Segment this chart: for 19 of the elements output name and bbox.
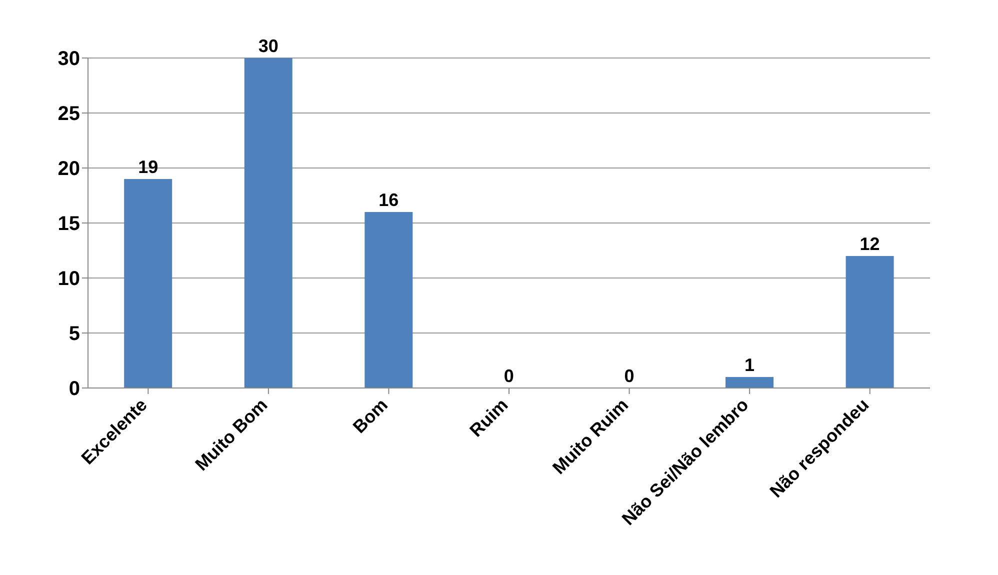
bar xyxy=(846,256,894,388)
y-tick-label: 25 xyxy=(58,103,80,126)
y-tick-label: 30 xyxy=(58,48,80,70)
data-label: 12 xyxy=(860,234,880,254)
data-label: 16 xyxy=(378,190,399,210)
data-label: 0 xyxy=(624,366,634,386)
data-label: 1 xyxy=(744,355,755,375)
data-label: 30 xyxy=(258,36,278,56)
y-tick-label: 10 xyxy=(58,268,80,290)
data-label: 19 xyxy=(138,157,158,177)
bar xyxy=(726,377,774,388)
bar xyxy=(244,58,292,388)
y-tick-label: 5 xyxy=(68,323,80,346)
y-tick-label: 15 xyxy=(58,213,80,236)
bar xyxy=(364,212,413,388)
data-label: 0 xyxy=(504,366,514,386)
y-tick-label: 0 xyxy=(68,378,80,400)
y-tick-label: 20 xyxy=(58,158,80,180)
bar xyxy=(124,179,172,388)
